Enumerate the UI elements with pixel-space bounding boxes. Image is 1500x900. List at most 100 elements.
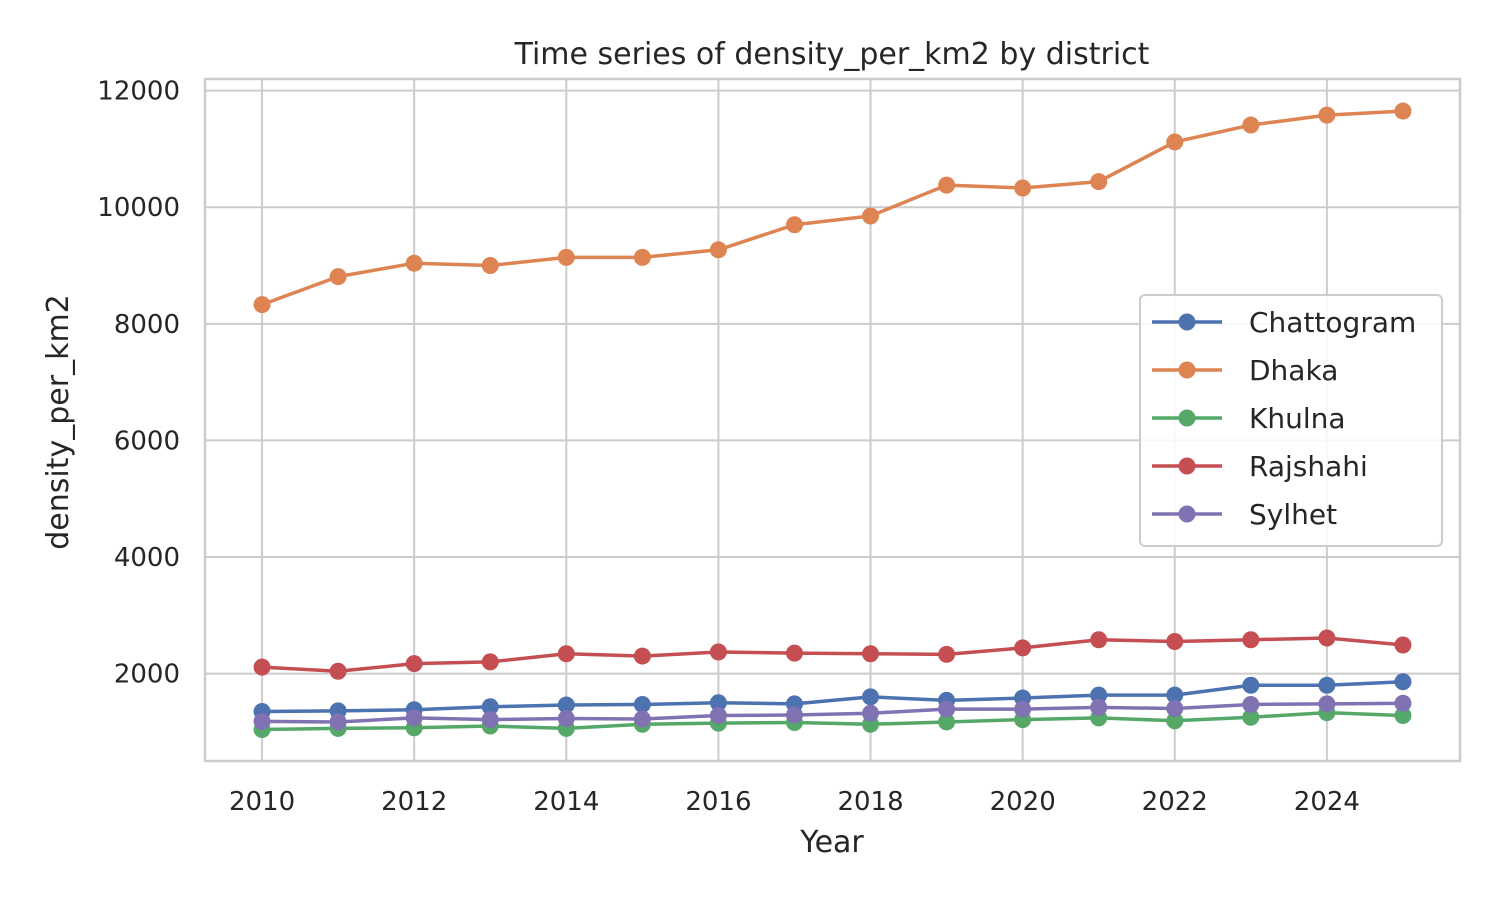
data-point (1014, 700, 1032, 718)
legend-marker (1178, 361, 1196, 379)
data-point (557, 696, 575, 714)
legend: Chattogram Dhaka Khulna Rajshahi Sylhet (1139, 294, 1443, 547)
data-point (1166, 700, 1184, 718)
x-tick-label: 2020 (990, 787, 1056, 817)
data-point (1242, 676, 1260, 694)
data-point (938, 645, 956, 663)
data-point (1242, 708, 1260, 726)
data-point (862, 688, 880, 706)
series-sylhet (253, 694, 1412, 731)
legend-box (1139, 294, 1443, 547)
data-point (1318, 629, 1336, 647)
series-lines (253, 102, 1412, 739)
series-rajshahi (253, 629, 1412, 680)
data-point (633, 695, 651, 713)
legend-item: Khulna (1152, 402, 1346, 435)
data-point (1166, 686, 1184, 704)
y-tick-label: 6000 (114, 426, 180, 456)
data-point (1166, 133, 1184, 151)
data-point (253, 296, 271, 314)
legend-marker (1178, 409, 1196, 427)
x-tick-label: 2024 (1294, 787, 1360, 817)
data-point (481, 711, 499, 729)
data-point (938, 700, 956, 718)
legend-item: Rajshahi (1152, 450, 1368, 483)
data-point (481, 698, 499, 716)
x-tick-label: 2012 (381, 787, 447, 817)
data-point (1242, 695, 1260, 713)
x-tick-label: 2014 (533, 787, 599, 817)
data-point (405, 254, 423, 272)
data-point (557, 645, 575, 663)
y-tick-label: 12000 (97, 77, 180, 107)
x-axis-label: Year (799, 825, 864, 860)
legend-item: Chattogram (1152, 306, 1416, 339)
x-tick-label: 2022 (1142, 787, 1208, 817)
series-dhaka (253, 102, 1412, 314)
x-tick-label: 2018 (837, 787, 903, 817)
data-point (1318, 676, 1336, 694)
y-tick-label: 10000 (97, 193, 180, 223)
data-point (1014, 639, 1032, 657)
data-point (1394, 102, 1412, 120)
data-point (709, 707, 727, 725)
data-point (709, 643, 727, 661)
chart-title: Time series of density_per_km2 by distri… (514, 37, 1150, 72)
legend-label: Dhaka (1249, 354, 1338, 387)
y-tick-label: 4000 (114, 543, 180, 573)
data-point (1394, 694, 1412, 712)
series-line (262, 701, 1403, 724)
data-point (1318, 106, 1336, 124)
data-point (1394, 707, 1412, 725)
legend-marker (1178, 457, 1196, 475)
data-point (633, 647, 651, 665)
data-point (329, 662, 347, 680)
y-tick-label: 8000 (114, 310, 180, 340)
series-line (261, 636, 1404, 673)
data-point (633, 248, 651, 266)
data-point (1090, 698, 1108, 716)
data-point (1014, 179, 1032, 197)
x-tick-label: 2016 (685, 787, 751, 817)
x-tick-label: 2010 (229, 787, 295, 817)
data-point (862, 704, 880, 722)
data-point (1090, 173, 1108, 191)
data-point (1242, 116, 1260, 134)
data-point (1090, 631, 1108, 649)
data-point (1242, 631, 1260, 649)
data-point (938, 176, 956, 194)
data-point (785, 644, 803, 662)
legend-label: Chattogram (1249, 306, 1416, 339)
y-tick-label: 2000 (114, 660, 180, 690)
legend-marker (1178, 313, 1196, 331)
data-point (253, 712, 271, 730)
data-point (481, 653, 499, 671)
data-point (1166, 712, 1184, 730)
data-point (862, 207, 880, 225)
legend-item: Sylhet (1152, 498, 1337, 531)
y-tick-labels: 2000 4000 6000 8000 10000 12000 (97, 77, 180, 690)
data-point (1318, 695, 1336, 713)
y-axis-label: density_per_km2 (41, 294, 76, 550)
series-line (262, 710, 1404, 732)
data-point (557, 248, 575, 266)
legend-marker (1178, 505, 1196, 523)
series-line (261, 109, 1404, 307)
data-point (481, 257, 499, 275)
x-tick-labels: 2010 2012 2014 2016 2018 2020 2022 2024 (229, 787, 1360, 817)
plot-frame (203, 77, 1462, 763)
data-point (329, 713, 347, 731)
legend-item: Dhaka (1152, 354, 1338, 387)
data-point (329, 268, 347, 286)
data-point (1166, 633, 1184, 651)
data-point (1394, 636, 1412, 654)
data-point (709, 241, 727, 259)
data-point (405, 655, 423, 673)
data-point (862, 645, 880, 663)
data-point (709, 694, 727, 712)
data-point (253, 658, 271, 676)
legend-label: Rajshahi (1249, 450, 1368, 483)
data-point (405, 709, 423, 727)
data-point (785, 706, 803, 724)
